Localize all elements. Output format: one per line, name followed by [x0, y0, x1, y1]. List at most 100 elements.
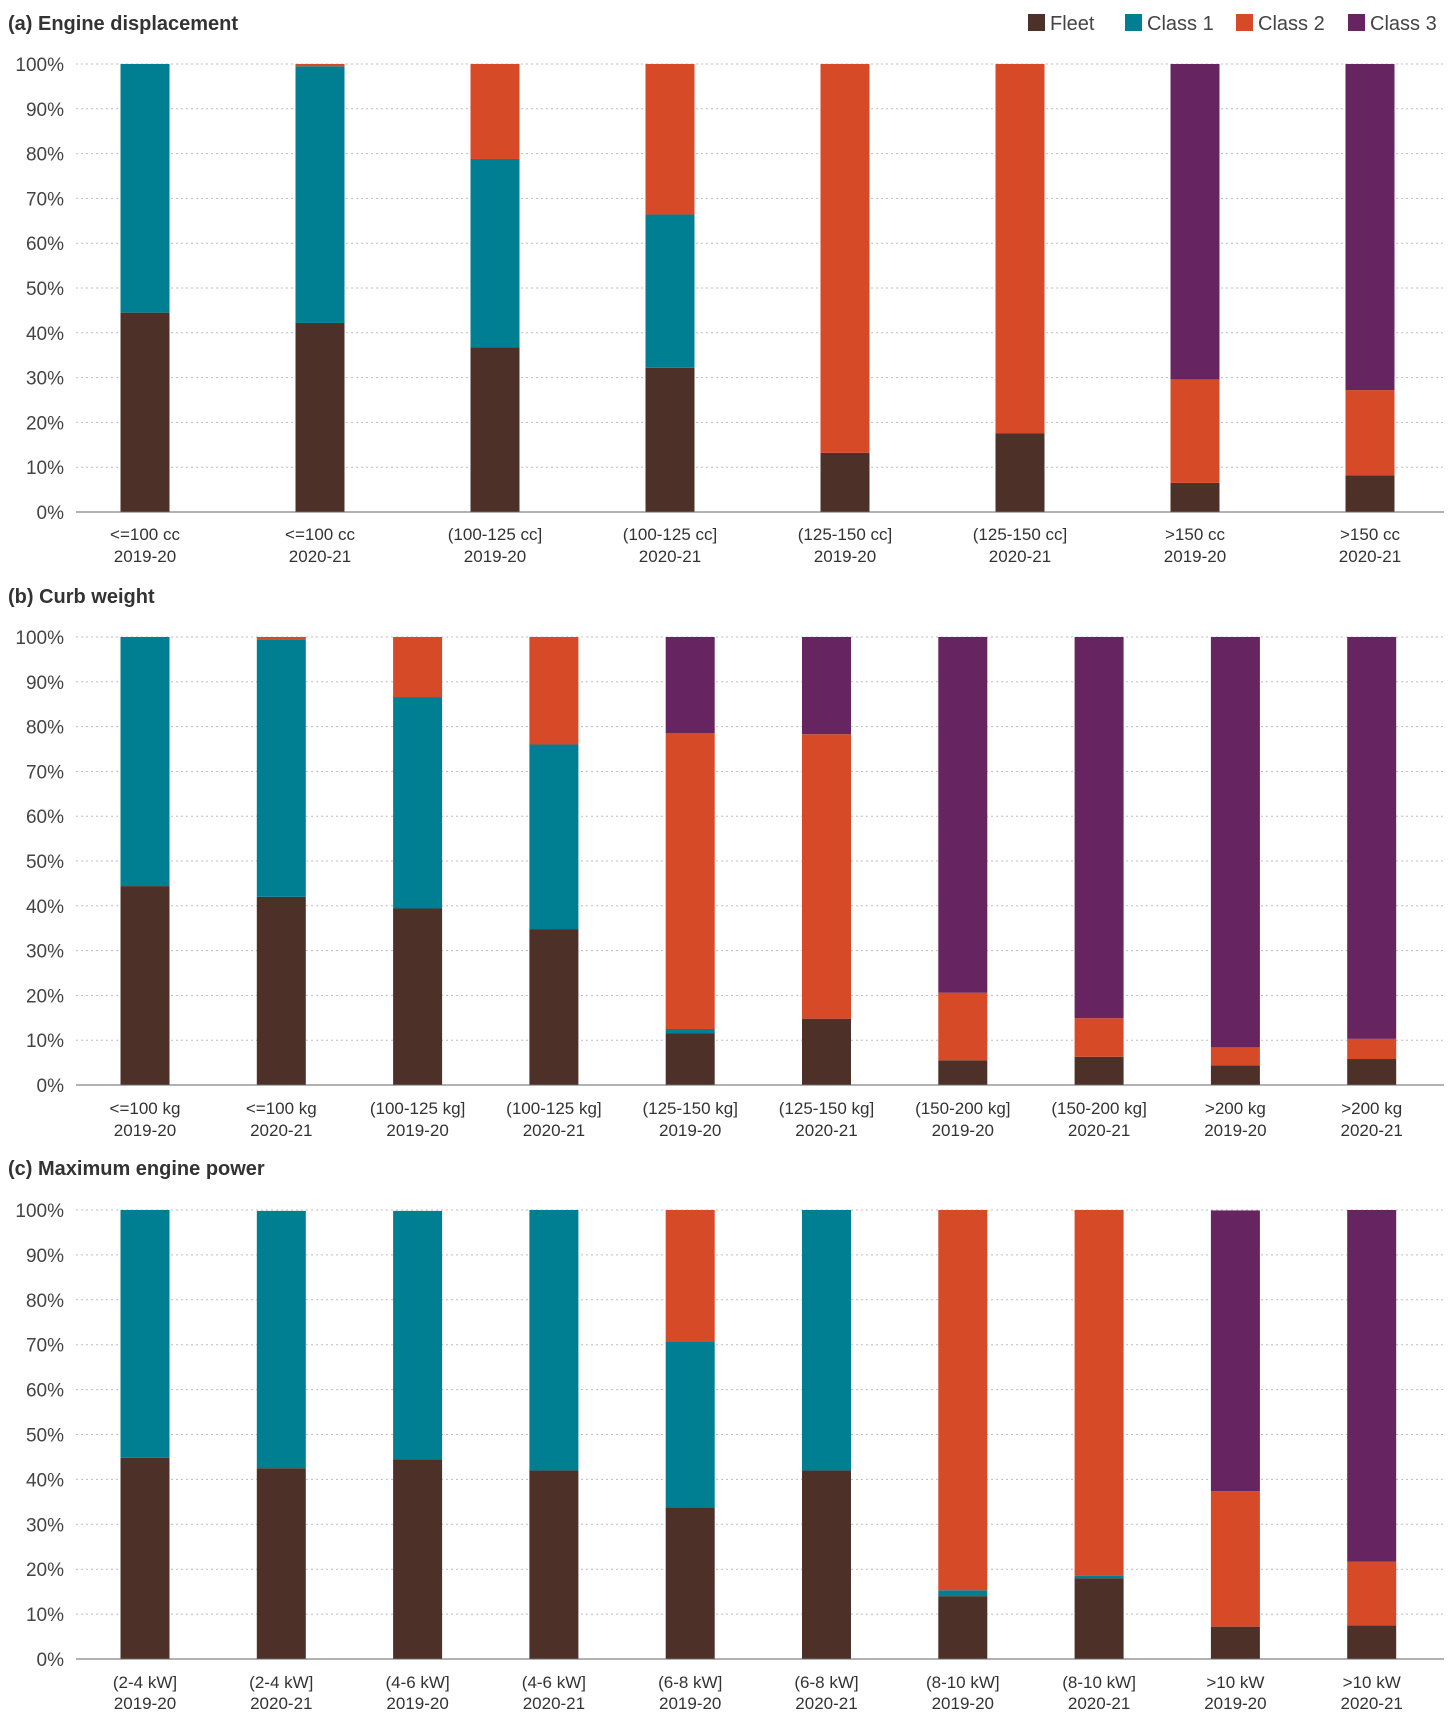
bar-segment-class-3 — [938, 637, 988, 993]
x-tick-label-year: 2020-21 — [250, 1694, 312, 1713]
x-tick-label-year: 2019-20 — [114, 1694, 176, 1713]
bar-segment-fleet — [1074, 1056, 1124, 1085]
bar-segment-class-1 — [665, 1342, 715, 1508]
bar-segment-fleet — [393, 908, 443, 1085]
x-tick-label-year: 2019-20 — [1204, 1694, 1266, 1713]
bar-segment-class-2 — [1074, 1210, 1124, 1576]
bar-segment-fleet — [1347, 1625, 1397, 1659]
legend-swatch — [1125, 14, 1142, 31]
y-tick-label: 30% — [26, 369, 64, 390]
y-tick-label: 100% — [15, 628, 64, 649]
bar-segment-fleet — [1210, 1065, 1260, 1085]
x-tick-label: <=100 cc — [110, 525, 180, 544]
bar-segment-class-1 — [393, 697, 443, 909]
x-tick-label: >200 kg — [1205, 1099, 1266, 1118]
x-tick-label-year: 2019-20 — [1204, 1121, 1266, 1140]
x-tick-label-year: 2020-21 — [639, 547, 701, 566]
panel-1: (a) Engine displacement 0% 10% 20% 30% 40% 50%… — [8, 13, 1444, 566]
y-tick-label: 20% — [26, 1560, 64, 1581]
x-tick-label: (125-150 kg] — [642, 1099, 737, 1118]
bar-segment-class-2 — [1170, 379, 1220, 483]
y-tick-label: 40% — [26, 324, 64, 345]
bar-segment-class-2 — [645, 64, 695, 215]
bar-segment-class-2 — [995, 64, 1045, 434]
x-tick-label-year: 2020-21 — [1339, 547, 1401, 566]
x-tick-label: >10 kW — [1206, 1673, 1264, 1692]
y-tick-label: 50% — [26, 1426, 64, 1447]
bar-segment-class-1 — [665, 1029, 715, 1034]
y-tick-label: 10% — [26, 458, 64, 479]
x-tick-label-year: 2019-20 — [659, 1121, 721, 1140]
y-tick-label: 90% — [26, 1246, 64, 1267]
x-tick-label-year: 2020-21 — [1068, 1121, 1130, 1140]
bar-segment-class-1 — [256, 639, 306, 897]
y-tick-label: 90% — [26, 673, 64, 694]
x-tick-label: (8-10 kW] — [926, 1673, 1000, 1692]
x-tick-label: >150 cc — [1340, 525, 1401, 544]
bar-segment-class-3 — [1347, 637, 1397, 1039]
y-tick-label: 70% — [26, 189, 64, 210]
x-tick-label: (125-150 cc] — [798, 525, 893, 544]
x-tick-label: (125-150 cc] — [973, 525, 1068, 544]
bar-segment-class-1 — [938, 1590, 988, 1597]
legend-label: Class 1 — [1147, 13, 1214, 35]
bar-segment-fleet — [256, 1468, 306, 1659]
bar-segment-fleet — [470, 347, 520, 512]
bar-segment-class-2 — [665, 733, 715, 1029]
x-tick-label-year: 2020-21 — [523, 1694, 585, 1713]
y-tick-label: 100% — [15, 55, 64, 76]
x-tick-label: (6-8 kW] — [794, 1673, 858, 1692]
x-tick-label-year: 2020-21 — [989, 547, 1051, 566]
x-tick-label-year: 2020-21 — [1068, 1694, 1130, 1713]
x-tick-label-year: 2019-20 — [114, 547, 176, 566]
bar-segment-class-3 — [1347, 1210, 1397, 1562]
bar-segment-fleet — [802, 1470, 851, 1659]
x-tick-label-year: 2019-20 — [464, 547, 526, 566]
x-tick-label: (2-4 kW] — [113, 1673, 177, 1692]
bar-segment-class-2 — [1347, 1038, 1397, 1060]
bar-segment-class-1 — [529, 1210, 579, 1471]
y-tick-label: 70% — [26, 1336, 64, 1357]
bar-segment-class-3 — [665, 637, 715, 734]
bar-segment-class-3 — [1074, 637, 1124, 1019]
bar-segment-fleet — [529, 1470, 579, 1659]
x-tick-label-year: 2020-21 — [795, 1121, 857, 1140]
legend-label: Class 2 — [1258, 13, 1325, 35]
legend-label: Fleet — [1050, 13, 1095, 35]
bar-segment-fleet — [120, 886, 170, 1085]
y-tick-label: 40% — [26, 1470, 64, 1491]
bar-segment-fleet — [1074, 1578, 1124, 1659]
bar-segment-class-1 — [1074, 1575, 1124, 1579]
bar-segment-class-2 — [938, 1210, 988, 1591]
bar-segment-fleet — [995, 433, 1045, 512]
bar-segment-class-3 — [1210, 1210, 1260, 1492]
x-tick-label-year: 2019-20 — [659, 1694, 721, 1713]
x-tick-label-year: 2019-20 — [386, 1121, 448, 1140]
y-tick-label: 80% — [26, 145, 64, 166]
bar-segment-fleet — [529, 929, 579, 1085]
x-tick-label-year: 2019-20 — [814, 547, 876, 566]
y-tick-label: 80% — [26, 718, 64, 739]
legend-item-class-2: Class 2 — [1236, 13, 1325, 35]
x-tick-label: (4-6 kW] — [385, 1673, 449, 1692]
x-tick-label: (125-150 kg] — [779, 1099, 874, 1118]
y-tick-label: 30% — [26, 942, 64, 963]
legend-swatch — [1348, 14, 1365, 31]
bar-segment-class-1 — [529, 744, 579, 930]
x-tick-label-year: 2020-21 — [795, 1694, 857, 1713]
bar-segment-class-2 — [470, 64, 520, 159]
bar-segment-class-2 — [256, 637, 306, 640]
x-tick-label: (150-200 kg] — [1051, 1099, 1146, 1118]
bar-segment-class-2 — [1345, 390, 1395, 476]
bar-segment-class-3 — [1210, 637, 1260, 1048]
bar-segment-class-1 — [120, 637, 170, 887]
bar-segment-fleet — [393, 1459, 443, 1659]
legend-item-class-1: Class 1 — [1125, 13, 1214, 35]
bar-segment-fleet — [645, 367, 695, 512]
bar-segment-class-2 — [665, 1210, 715, 1343]
bar-segment-class-3 — [1170, 64, 1220, 380]
bar-segment-class-2 — [393, 637, 443, 698]
bar-segment-class-1 — [802, 1210, 851, 1471]
bar-segment-class-1 — [470, 158, 520, 348]
y-tick-label: 0% — [37, 1650, 65, 1671]
